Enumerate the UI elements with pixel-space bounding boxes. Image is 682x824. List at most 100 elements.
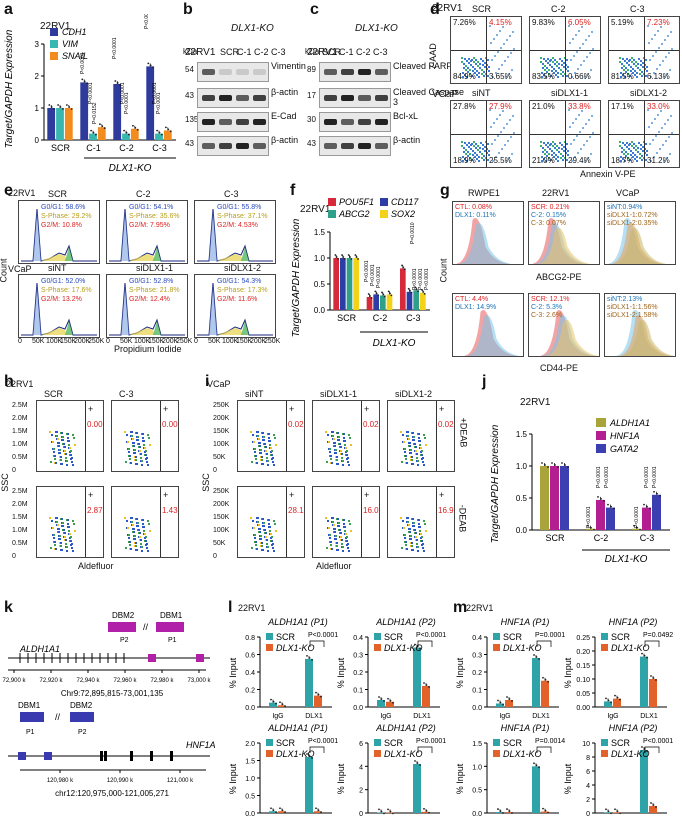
scale-label: 72,980 k [150, 678, 174, 684]
data-point [428, 811, 430, 814]
band-label: β-actin [271, 87, 299, 97]
dot [325, 517, 327, 519]
x-tick-label: 100K [46, 338, 63, 345]
dot [500, 47, 502, 49]
dot [578, 114, 580, 116]
dot [469, 157, 471, 159]
data-point [374, 290, 377, 293]
dot [335, 449, 337, 451]
dot [405, 458, 407, 460]
cell-line-label: VCaP [432, 89, 459, 100]
y-tick-label: 0.25 [576, 635, 590, 642]
histogram-plot: G0/G1: 54.1% S-Phase: 35.6% G2/M: 7.95% [106, 200, 188, 264]
blot-strip [319, 112, 391, 132]
legend-label: SCR [276, 738, 296, 748]
histogram-svg [21, 208, 97, 262]
panel-g-letter: g [440, 182, 450, 199]
band [375, 119, 388, 125]
quadrant-plot: 17.1% 33.0% 18.7% 31.2% [608, 100, 680, 168]
panel-j-cell: 22RV1 [520, 397, 551, 408]
dot [627, 69, 629, 71]
data-point [544, 678, 547, 681]
dot [259, 445, 261, 447]
dot [411, 456, 413, 458]
dot [640, 144, 642, 146]
legend-label: SOX2 [391, 209, 415, 219]
data-point [169, 130, 172, 133]
data-point [402, 266, 405, 269]
data-point [311, 757, 313, 759]
dot [567, 154, 569, 156]
dot [475, 59, 477, 61]
data-point [381, 291, 383, 294]
scale-label: 121,000 k [167, 778, 194, 784]
dot [568, 109, 570, 111]
dot [125, 547, 127, 549]
dot [135, 459, 137, 461]
dot [465, 69, 467, 71]
dot [670, 115, 672, 117]
dot [513, 48, 515, 50]
gate-horizontal [609, 134, 679, 135]
quadrant-ur: 33.0% [647, 102, 670, 111]
x-tick-label: 0 [194, 338, 198, 345]
g0g1-label: G0/G1: 52.0% [41, 278, 86, 285]
g0g1-label: G0/G1: 58.6% [41, 204, 86, 211]
dot [64, 536, 66, 538]
data-point [127, 133, 130, 136]
primer-label: P2 [120, 637, 129, 644]
legend-label: DLX1-KO [276, 643, 315, 653]
dot [344, 444, 346, 446]
dot [656, 152, 658, 154]
y-tick-label: 2.5M [12, 402, 28, 409]
y-tick-label: 0.5 [245, 794, 255, 801]
y-tick-label: 50K [213, 454, 226, 461]
dot [558, 147, 560, 149]
dot [350, 444, 352, 446]
p-value: P=0.0152 [92, 102, 98, 124]
quadrant-ll: 18.9% [453, 156, 476, 165]
dot [403, 527, 405, 529]
data-point [284, 811, 286, 814]
dot [251, 547, 253, 549]
gate-line [361, 401, 362, 471]
dot [344, 530, 346, 532]
dot [423, 464, 425, 466]
data-point [616, 810, 619, 813]
dot [574, 156, 576, 158]
histogram-stat: C-2: 5.3% [531, 304, 563, 311]
data-point [407, 287, 410, 290]
lane-label: C-1 [237, 47, 252, 57]
dot [628, 148, 630, 150]
lane-label: C-3 [271, 47, 286, 57]
p-value: P<0.0001 [412, 268, 418, 290]
dot [552, 61, 554, 63]
band-label: 3 [393, 97, 399, 107]
legend-label: GATA2 [610, 444, 638, 454]
histogram-stat: siDLX1-2:0.35% [607, 220, 658, 227]
mw-marker: 43 [185, 139, 194, 148]
data-point [86, 82, 88, 85]
dot [654, 118, 656, 120]
bar [505, 812, 513, 813]
x-tick-label: DLX1 [640, 713, 658, 720]
dot [131, 435, 133, 437]
bar [604, 812, 612, 813]
dot [619, 61, 621, 63]
legend-swatch [266, 739, 273, 746]
dot [417, 464, 419, 466]
dot [572, 38, 574, 40]
dot [478, 160, 480, 162]
dot [658, 131, 660, 133]
data-point [502, 812, 504, 814]
y-tick-label: 0.2 [472, 670, 482, 677]
dot [475, 143, 477, 145]
dot [550, 75, 552, 77]
data-point [641, 746, 643, 748]
dot [342, 546, 344, 548]
dot [421, 540, 423, 542]
dot [140, 457, 142, 459]
data-point [116, 82, 119, 84]
dot [349, 523, 351, 525]
